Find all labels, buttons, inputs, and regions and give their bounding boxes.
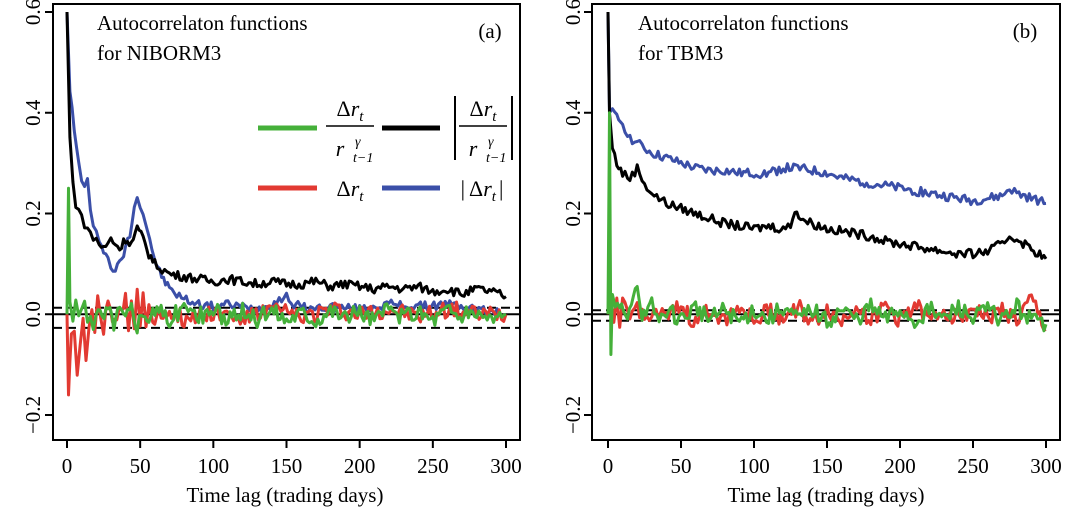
series-line-dr_scaled (65, 186, 507, 335)
legend-glyph: r (351, 96, 360, 121)
x-tick-label: 300 (1030, 454, 1062, 478)
legend-glyph: Δ (337, 176, 351, 201)
y-tick-label: 0.4 (21, 99, 45, 126)
x-tick-label: 150 (811, 454, 843, 478)
legend-glyph: r (351, 176, 360, 201)
legend-abs-scaled-denominator: r (469, 136, 478, 161)
y-tick-label: 0.6 (561, 0, 585, 25)
legend-glyph: Δ (470, 96, 484, 121)
legend-abs-scaled-gamma: γ (488, 135, 494, 150)
legend-dr-label: Δrt (337, 176, 365, 205)
x-axis-label: Time lag (trading days) (728, 483, 925, 507)
legend-dr-scaled-denominator: r (336, 136, 345, 161)
legend-glyph: r (484, 96, 493, 121)
series-line-abs_dr (65, 11, 507, 319)
series-line-abs_scaled (65, 11, 507, 300)
legend-dr-scaled-sub: t−1 (353, 151, 373, 166)
legend-glyph: r (469, 136, 478, 161)
series-line-abs_dr (606, 11, 1047, 207)
legend-abs-dr-label: | Δrt | (461, 176, 504, 205)
legend-glyph: t (359, 189, 364, 205)
panel-title-line-2: for NIBORM3 (97, 41, 221, 65)
panel-b: 0 50 100 150 200 250 300 −0.2 0.0 0.2 0.4 0.6 Time l… (561, 0, 1062, 507)
panel-title-line-2: for TBM3 (638, 41, 723, 65)
legend-glyph: | (461, 176, 465, 201)
legend-glyph: t (492, 189, 497, 205)
series-line-dr_scaled (606, 111, 1048, 356)
legend-glyph: Δ (469, 176, 483, 201)
x-tick-label: 0 (603, 454, 614, 478)
legend-dr-scaled-numerator: Δrt (337, 96, 365, 125)
legend-glyph: | (499, 176, 503, 201)
x-tick-label: 250 (417, 454, 449, 478)
x-tick-label: 0 (62, 454, 73, 478)
x-tick-label: 100 (738, 454, 770, 478)
panel-title-line-1: Autocorrelaton functions (638, 11, 849, 35)
x-tick-label: 150 (271, 454, 303, 478)
x-tick-label: 200 (884, 454, 916, 478)
legend-glyph: Δ (337, 96, 351, 121)
panel-tag: (a) (478, 19, 501, 43)
y-tick-label: 0.6 (21, 0, 45, 25)
y-tick-label: 0.0 (561, 301, 585, 327)
y-tick-label: −0.2 (561, 396, 585, 434)
legend-glyph: r (483, 176, 492, 201)
legend-glyph: r (336, 136, 345, 161)
x-tick-label: 50 (130, 454, 151, 478)
y-tick-label: 0.4 (561, 99, 585, 126)
legend-abs-scaled-sub: t−1 (486, 151, 506, 166)
x-tick-label: 200 (344, 454, 376, 478)
series-line-abs_scaled (606, 11, 1048, 260)
y-tick-label: −0.2 (21, 396, 45, 434)
panel-title-line-1: Autocorrelaton functions (97, 11, 308, 35)
legend-dr-scaled-gamma: γ (355, 135, 361, 150)
plot-frame (52, 3, 521, 441)
x-tick-label: 100 (198, 454, 230, 478)
legend-glyph: t (359, 109, 364, 125)
legend-abs-scaled-numerator: Δrt (470, 96, 498, 125)
x-tick-label: 250 (957, 454, 989, 478)
y-tick-label: 0.2 (561, 200, 585, 226)
x-tick-label: 300 (490, 454, 522, 478)
panel-a: 0 50 100 150 200 250 300 −0.2 0.0 0.2 0.4 0.6 Time l… (21, 0, 522, 507)
x-axis-label: Time lag (trading days) (187, 483, 384, 507)
legend-glyph: t (492, 109, 497, 125)
y-tick-label: 0.2 (21, 200, 45, 226)
x-tick-label: 50 (671, 454, 692, 478)
panel-tag: (b) (1013, 19, 1038, 43)
plot-frame (591, 3, 1061, 441)
y-tick-label: 0.0 (21, 301, 45, 327)
